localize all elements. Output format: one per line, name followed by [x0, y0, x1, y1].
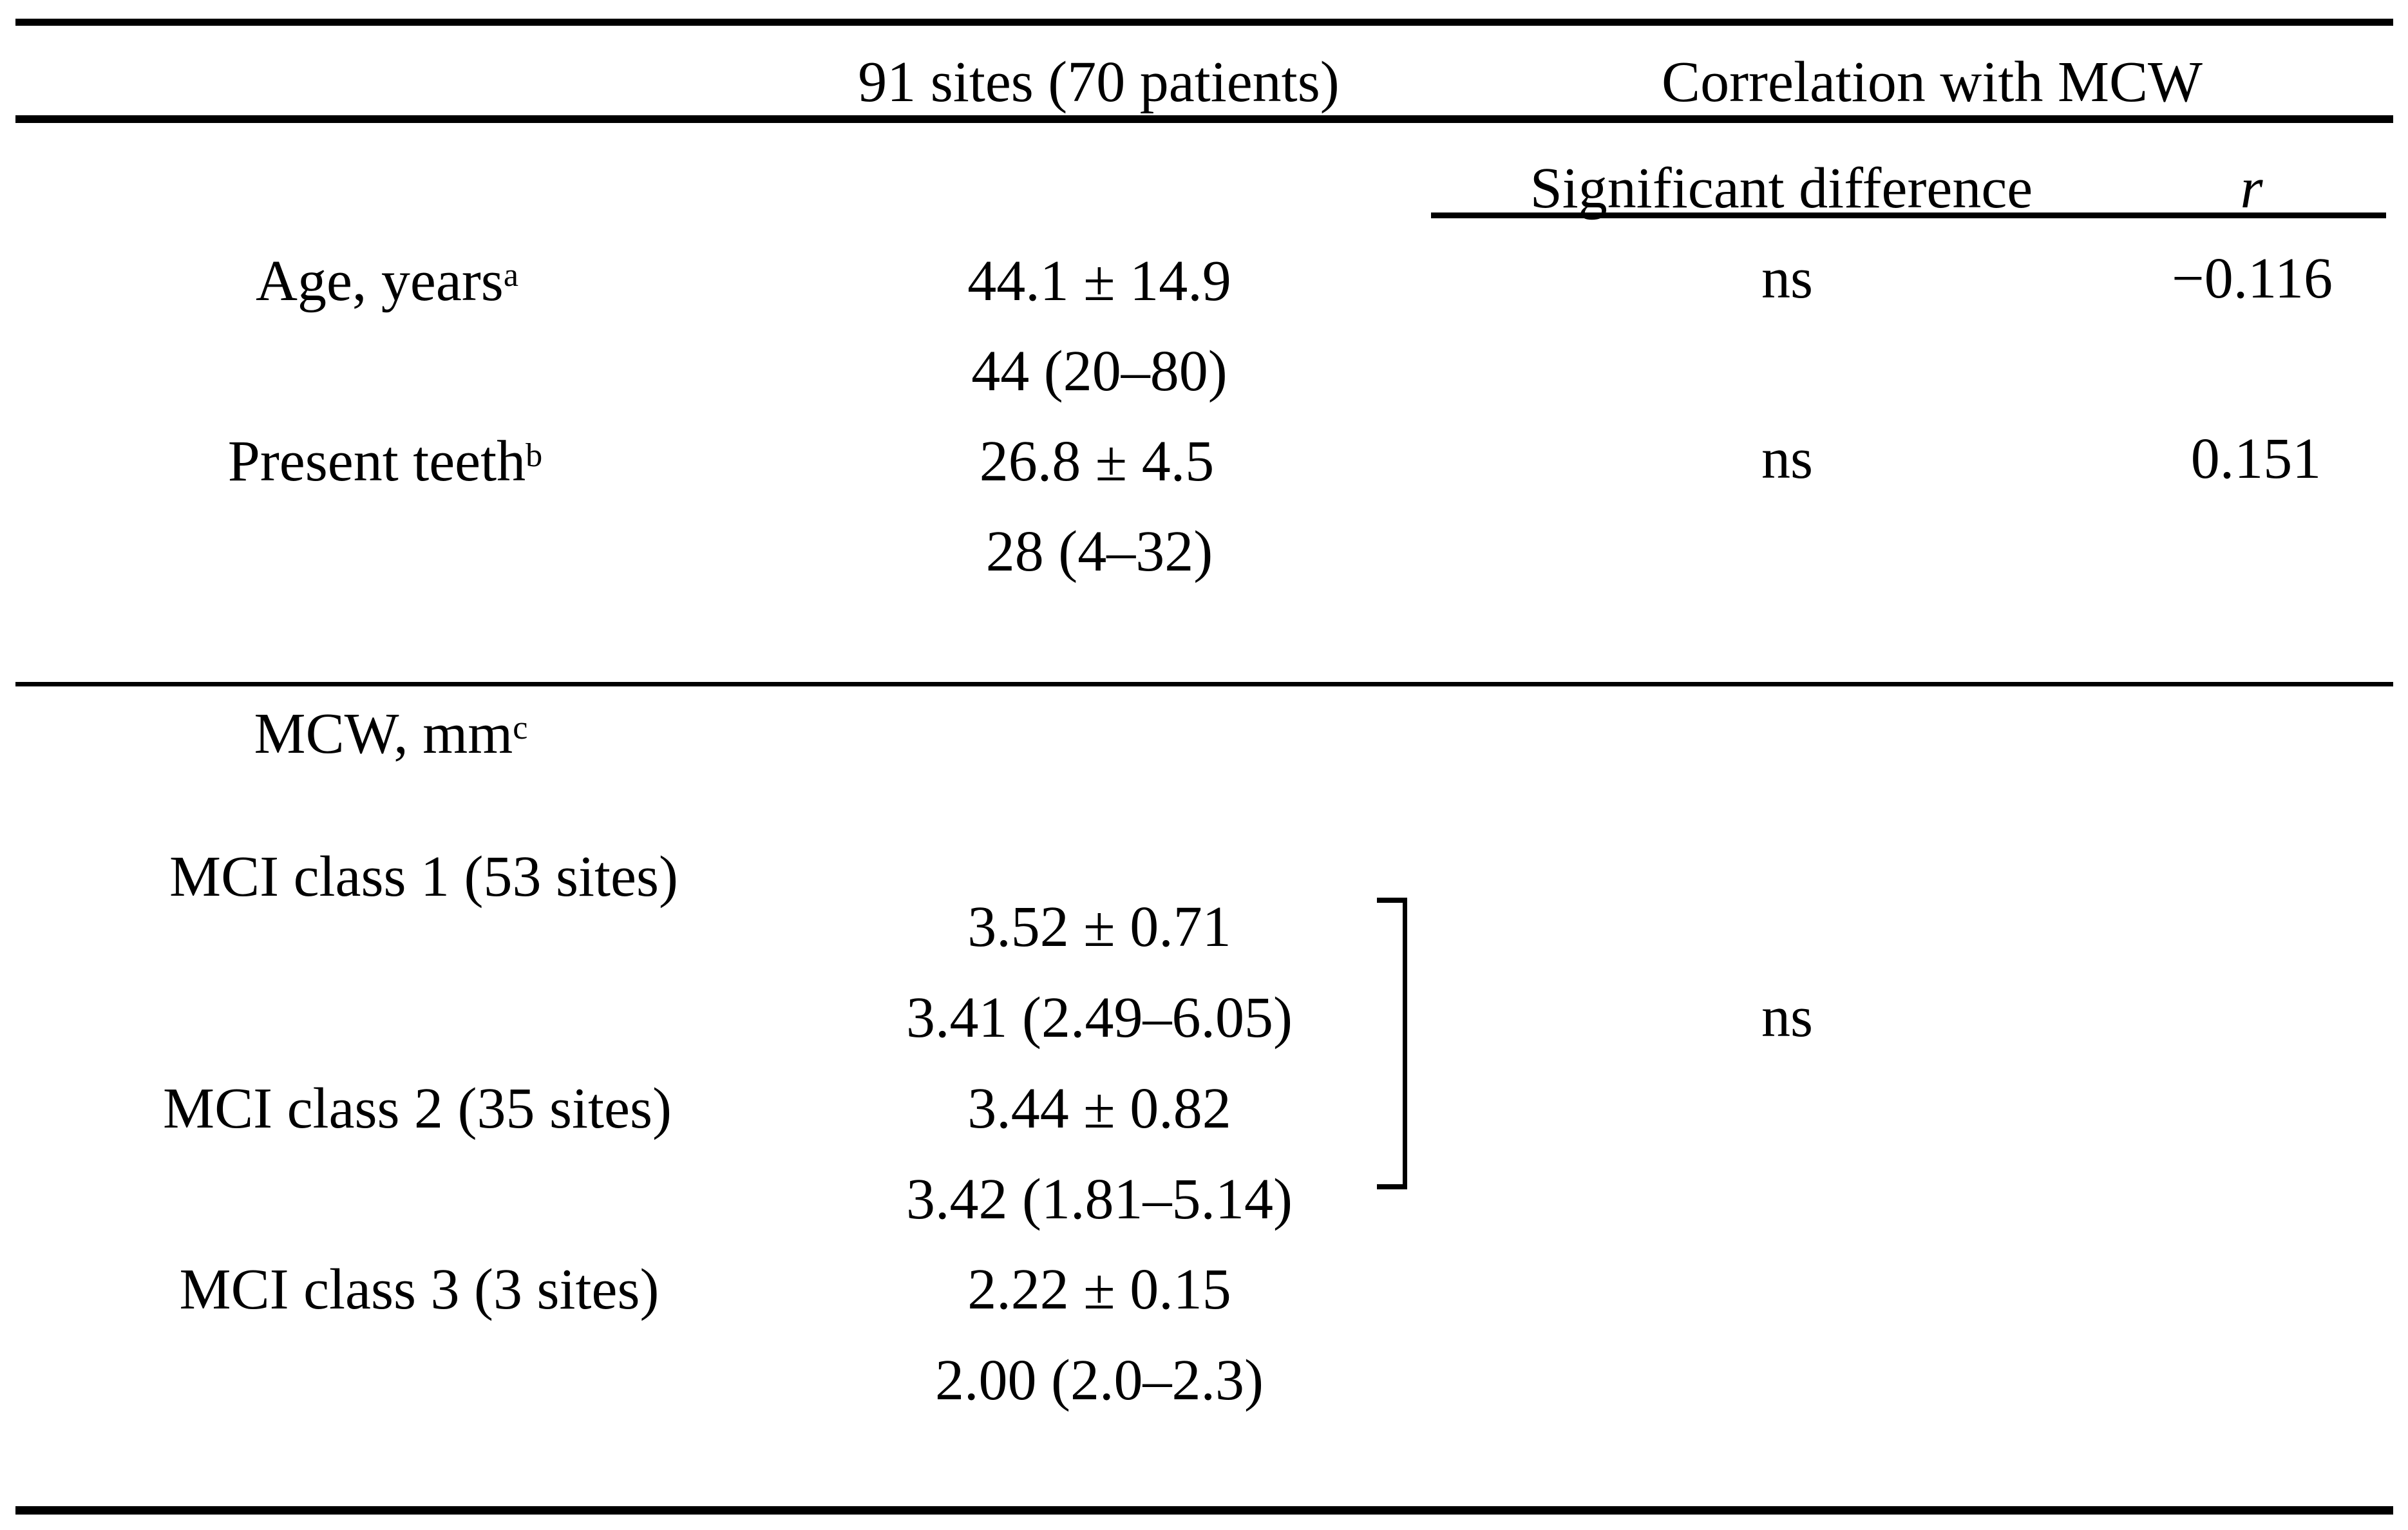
present-teeth-significance: ns [1761, 427, 1814, 491]
present-teeth-row-label: Present teethb [228, 433, 542, 491]
age-mean-sd: 44.1 ± 14.9 [967, 249, 1231, 313]
age-significance: ns [1761, 247, 1814, 310]
mcw-label-text: MCW, mm [254, 702, 513, 766]
present-teeth-footnote-marker: b [526, 437, 543, 475]
mci-class-3-row-label: MCI class 3 (3 sites) [179, 1258, 659, 1321]
sites-column-header: 91 sites (70 patients) [858, 50, 1340, 114]
section-divider-rule [15, 682, 2393, 686]
present-teeth-label-text: Present teeth [227, 430, 526, 493]
r-column-header: r [2240, 156, 2263, 220]
age-r-value: −0.116 [2172, 247, 2333, 310]
age-label-text: Age, years [255, 249, 504, 313]
mci-class-1-row-label: MCI class 1 (53 sites) [169, 845, 678, 909]
top-rule [15, 19, 2393, 26]
bottom-rule [15, 1506, 2393, 1515]
mci-class-3-median-range: 2.00 (2.0–2.3) [935, 1348, 1264, 1412]
header-rule [15, 115, 2393, 123]
mcw-footnote-marker: c [513, 709, 528, 747]
mci-class-1-2-bracket [1377, 898, 1407, 1189]
mci-class-1-median-range: 3.41 (2.49–6.05) [906, 986, 1293, 1050]
correlation-column-header: Correlation with MCW [1662, 50, 2203, 114]
mci-class-3-mean-sd: 2.22 ± 0.15 [967, 1258, 1231, 1321]
present-teeth-median-range: 28 (4–32) [985, 520, 1213, 583]
mci-class-2-median-range: 3.42 (1.81–5.14) [906, 1167, 1293, 1231]
mci-class-1-2-significance: ns [1761, 985, 1814, 1049]
present-teeth-mean-sd: 26.8 ± 4.5 [979, 430, 1215, 493]
significant-difference-header: Significant difference [1530, 156, 2033, 220]
mci-class-1-mean-sd: 3.52 ± 0.71 [967, 895, 1231, 959]
subheader-rule [1431, 212, 2386, 218]
present-teeth-r-value: 0.151 [2190, 427, 2322, 491]
age-footnote-marker: a [503, 256, 519, 294]
age-median-range: 44 (20–80) [971, 339, 1228, 403]
mcw-row-label: MCW, mmc [254, 705, 528, 763]
mci-class-2-row-label: MCI class 2 (35 sites) [163, 1077, 672, 1140]
mci-class-2-mean-sd: 3.44 ± 0.82 [967, 1077, 1231, 1140]
age-row-label: Age, yearsa [256, 252, 518, 310]
